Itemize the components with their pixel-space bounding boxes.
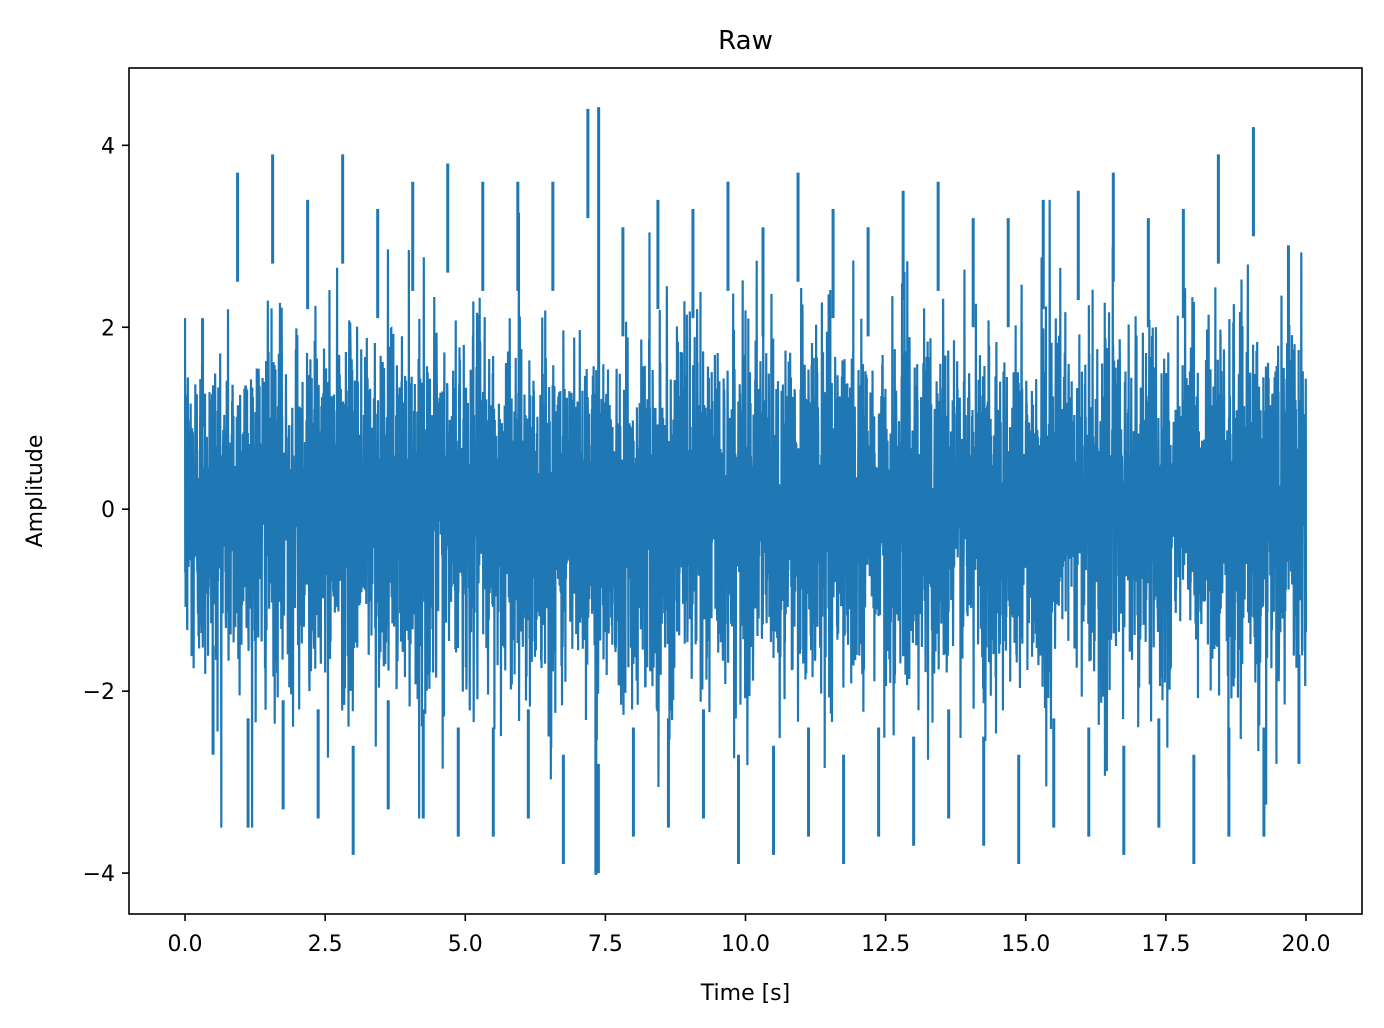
x-tick-label: 12.5: [861, 932, 910, 957]
y-tick-label: 4: [101, 134, 115, 159]
x-axis: 0.0 2.5 5.0 7.5 10.0 12.5 15.0 17.5 20.0: [168, 914, 1330, 957]
y-axis-label: Amplitude: [23, 435, 48, 548]
y-tick-label: 0: [101, 498, 115, 523]
signal-line: [183, 199, 1308, 828]
x-tick-label: 17.5: [1141, 932, 1190, 957]
x-tick-label: 2.5: [308, 932, 343, 957]
y-tick-label: −2: [83, 680, 115, 705]
chart-title: Raw: [718, 26, 773, 56]
x-tick-label: 0.0: [168, 932, 203, 957]
x-tick-label: 10.0: [721, 932, 770, 957]
y-tick-label: 2: [101, 316, 115, 341]
y-tick-label: −4: [83, 862, 115, 887]
x-tick-label: 20.0: [1281, 932, 1330, 957]
x-tick-label: 5.0: [448, 932, 483, 957]
signal-series: [183, 107, 1308, 875]
x-tick-label: 7.5: [588, 932, 623, 957]
x-tick-label: 15.0: [1001, 932, 1050, 957]
y-axis: −4 −2 0 2 4: [83, 134, 129, 887]
plot-area: [183, 107, 1308, 875]
x-axis-label: Time [s]: [700, 981, 790, 1006]
